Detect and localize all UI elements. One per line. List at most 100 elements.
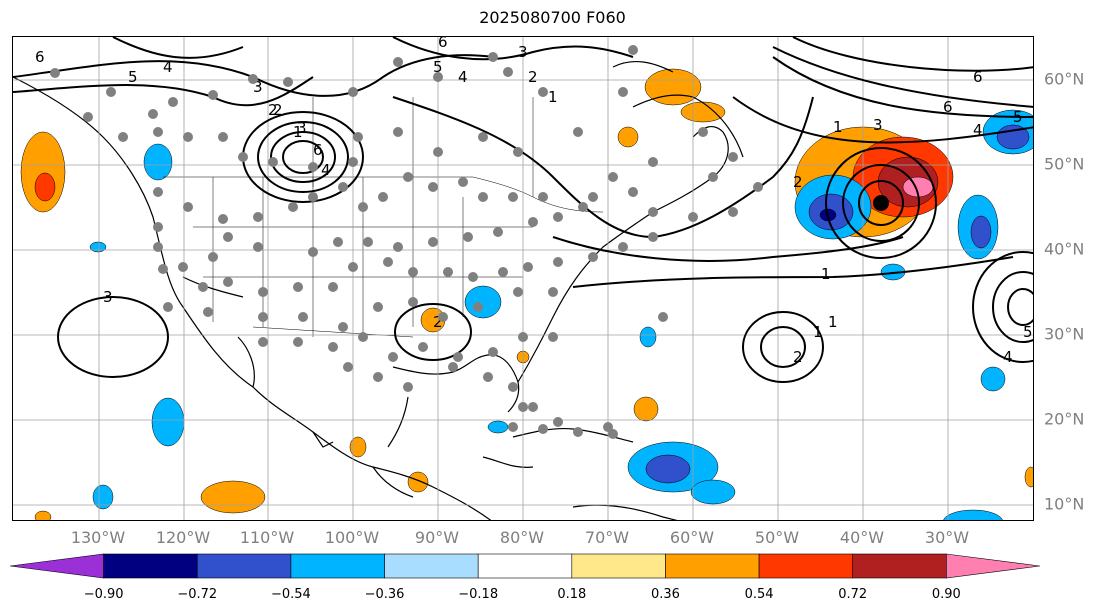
storm-center-marker [873, 195, 889, 211]
station-marker [258, 312, 268, 322]
station-marker [203, 307, 213, 317]
station-marker [513, 147, 523, 157]
colorbar-tick-label: −0.90 [83, 587, 124, 602]
station-marker [708, 172, 718, 182]
station-marker [393, 127, 403, 137]
station-marker [453, 352, 463, 362]
anomaly-region [92, 484, 114, 510]
colorbar-tick-label: 0.18 [557, 587, 587, 602]
anomaly-region [34, 172, 56, 202]
lat-label: 20°N [1044, 409, 1085, 429]
station-marker [608, 172, 618, 182]
station-marker [168, 97, 178, 107]
coastline [237, 336, 255, 388]
station-marker [573, 127, 583, 137]
anomaly-region [617, 126, 639, 148]
station-marker [253, 242, 263, 252]
contour-label: 2 [273, 101, 283, 119]
contour-line [257, 121, 350, 193]
anomaly-region [349, 436, 367, 458]
station-marker [208, 252, 218, 262]
station-marker [106, 87, 116, 97]
station-marker [458, 177, 468, 187]
contour-label: 1 [813, 323, 823, 341]
lon-label: 130°W [70, 528, 126, 547]
station-marker [293, 282, 303, 292]
contour-line [394, 303, 473, 361]
station-marker [728, 152, 738, 162]
station-marker [553, 257, 563, 267]
station-marker [408, 297, 418, 307]
station-marker [338, 182, 348, 192]
station-marker [648, 207, 658, 217]
anomaly-region [943, 509, 1003, 520]
station-marker [433, 72, 443, 82]
station-marker [518, 332, 528, 342]
station-marker [508, 382, 518, 392]
contour-line [13, 76, 314, 107]
lon-label: 60°W [669, 528, 715, 547]
contour-line [842, 164, 921, 242]
station-marker [328, 342, 338, 352]
station-marker [493, 227, 503, 237]
station-marker [178, 262, 188, 272]
contour-label: 1 [548, 88, 558, 106]
station-marker [578, 202, 588, 212]
station-marker [618, 87, 628, 97]
station-marker [538, 192, 548, 202]
lat-label: 50°N [1044, 154, 1085, 174]
lon-label: 100°W [324, 528, 380, 547]
colorbar-tick-label: 0.54 [744, 587, 774, 602]
anomaly-region [200, 480, 266, 514]
contour-label: 1 [828, 313, 838, 331]
station-marker [338, 322, 348, 332]
station-marker [588, 192, 598, 202]
contour-label: 3 [297, 119, 307, 137]
anomaly-region [407, 471, 429, 493]
station-marker [433, 147, 443, 157]
contour-label: 5 [433, 58, 443, 76]
station-marker [308, 192, 318, 202]
colorbar-segment [103, 553, 198, 579]
anomaly-region [633, 396, 659, 422]
contour-label: 5 [128, 68, 138, 86]
station-marker [358, 332, 368, 342]
station-marker [503, 67, 513, 77]
anomaly-region [980, 366, 1006, 392]
colorbar-segment [290, 553, 385, 579]
station-marker [183, 132, 193, 142]
station-marker [373, 302, 383, 312]
lon-label: 120°W [155, 528, 211, 547]
contour-line [992, 271, 1033, 343]
lon-label: 50°W [754, 528, 800, 547]
gridlines [13, 37, 1033, 520]
station-marker [538, 424, 548, 434]
station-marker [343, 362, 353, 372]
colorbar-segment [665, 553, 760, 579]
contour-line [552, 236, 904, 262]
contour-line [972, 251, 1033, 363]
station-marker [428, 182, 438, 192]
coastline [312, 431, 334, 448]
contour-line [270, 131, 337, 183]
station-marker [153, 222, 163, 232]
contour-line [572, 256, 1014, 288]
station-marker [473, 302, 483, 312]
station-marker [348, 262, 358, 272]
station-marker [373, 372, 383, 382]
station-marker [308, 247, 318, 257]
contour-line [742, 311, 825, 383]
lon-label: 70°W [584, 528, 630, 547]
station-marker [508, 192, 518, 202]
station-marker [388, 352, 398, 362]
contour-line [57, 296, 170, 378]
colorbar-tick-label: 0.90 [931, 587, 961, 602]
contour-label: 6 [313, 141, 323, 159]
contour-label: 6 [973, 68, 983, 86]
lat-label: 30°N [1044, 324, 1085, 344]
station-marker [218, 132, 228, 142]
coastline [13, 76, 492, 520]
station-marker [463, 232, 473, 242]
contour-label: 4 [163, 58, 173, 76]
